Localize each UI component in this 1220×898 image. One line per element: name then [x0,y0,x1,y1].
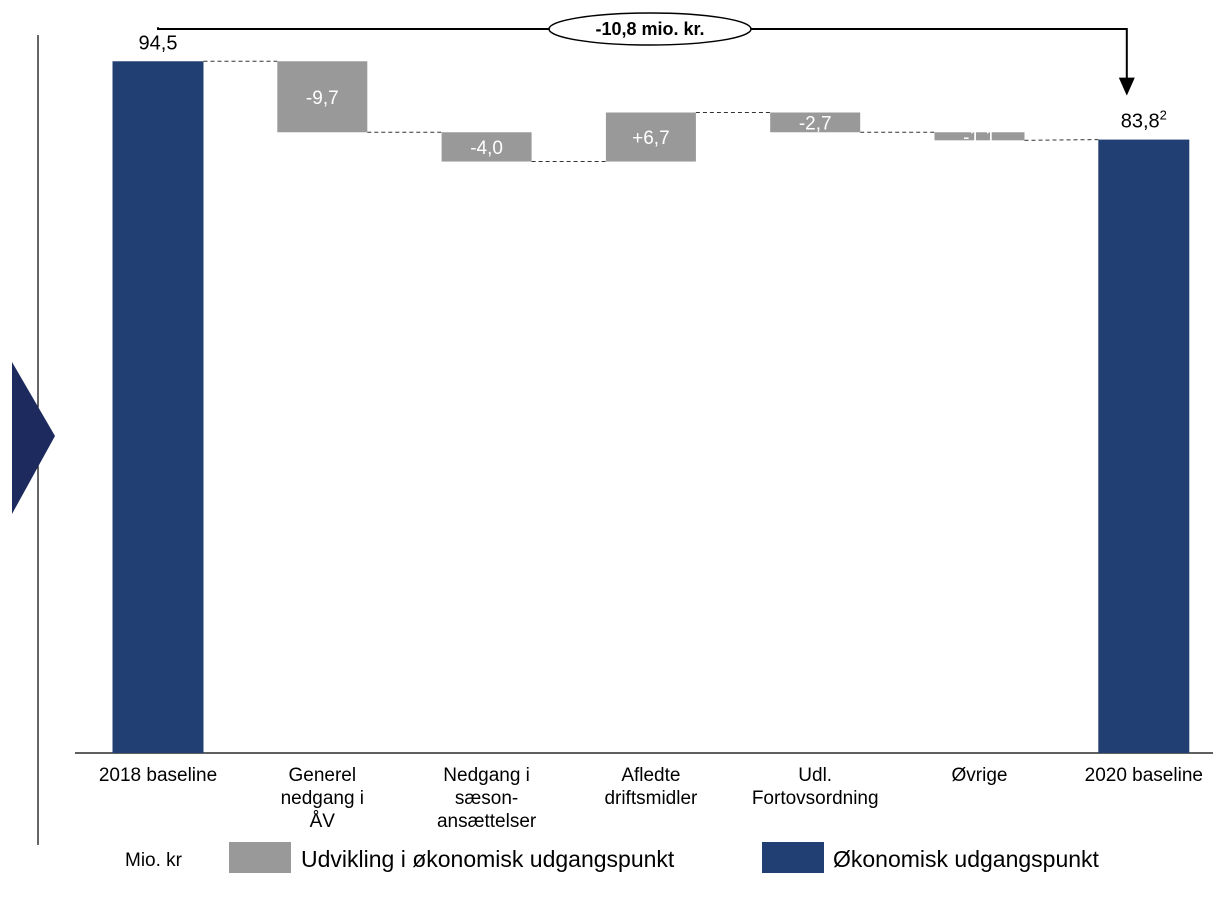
bar-value-label: -9,7 [306,88,339,109]
category-label: ansættelser [437,811,537,832]
category-label: 2020 baseline [1085,765,1203,786]
bar-value-label: -1,1 [963,127,996,148]
change-bar [934,132,1025,141]
category-label: Fortovsordning [752,788,879,809]
bar-value-label: -4,0 [470,138,503,159]
legend-label-baseline: Økonomisk udgangspunkt [833,846,1100,872]
unit-label: Mio. kr [125,850,183,871]
legend-label-change: Udvikling i økonomisk udgangspunkt [301,846,675,872]
total-change-annotation: -10,8 mio. kr. [157,12,1135,96]
category-label: 2018 baseline [99,765,217,786]
change-bar [605,112,696,162]
baseline-bar [112,61,204,753]
legend-swatch-baseline [762,842,824,873]
category-label: nedgang i [281,788,364,809]
baseline-bar [1098,139,1190,754]
change-bar [277,61,368,133]
connector-line [1024,139,1099,141]
total-change-label: -10,8 mio. kr. [595,19,704,39]
total-change-arrowhead [1118,77,1135,96]
category-label: ÅV [310,811,336,832]
bar-value-label: -2,7 [799,113,832,134]
connector-lines [203,60,1099,163]
category-label: driftsmidler [604,788,698,809]
category-label: Øvrige [952,765,1008,786]
bars-group [112,61,1190,754]
footnote-marker: 2 [1160,108,1167,123]
change-bar [441,132,532,162]
legend-swatch-change [229,842,291,873]
total-change-bubble [548,12,752,46]
category-label: Nedgang i [443,765,530,786]
side-arrow-icon [12,362,55,514]
category-label: Generel [288,765,356,786]
change-bar [770,112,861,133]
bar-value-label: 83,82 [1121,108,1167,133]
category-label: sæson- [455,788,518,809]
legend: Mio. kr Udvikling i økonomisk udgangspun… [125,842,1100,873]
category-label: Afledte [621,765,680,786]
category-label: Udl. [798,765,832,786]
bar-value-label: +6,7 [632,128,670,149]
value-labels-group: 94,5 -9,7 -4,0 +6,7 -2,7 -1,1 83,82 [139,32,1167,159]
bar-value-label: 94,5 [139,32,178,54]
